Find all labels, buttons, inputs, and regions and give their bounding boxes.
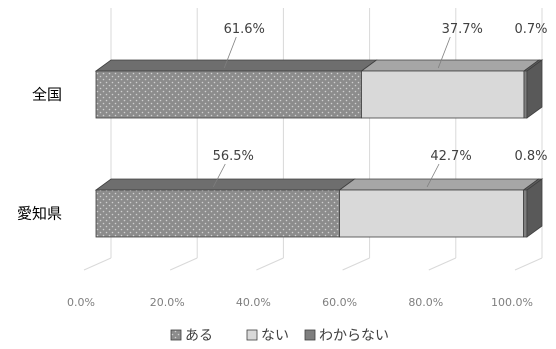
leader-line <box>212 163 226 188</box>
bar-top-2 <box>360 59 541 72</box>
legend-label: わからない <box>319 328 389 344</box>
bar-top-2 <box>338 178 540 191</box>
legend: ある ない わからない <box>170 328 389 344</box>
category-label: 全国 <box>32 86 62 104</box>
x-tick-label: 60.0% <box>322 296 357 309</box>
legend-label: ある <box>185 328 213 344</box>
x-tick-label: 40.0% <box>236 296 271 309</box>
x-tick-label: 20.0% <box>150 296 185 309</box>
data-label: 61.6% <box>224 22 265 37</box>
gridline-floor <box>169 257 198 271</box>
leader-line <box>437 36 451 69</box>
bars <box>94 59 544 238</box>
gridline-floor <box>428 257 457 271</box>
bar-segment-1 <box>95 189 340 238</box>
leader-line <box>223 36 237 69</box>
bar-segment-2 <box>339 189 524 238</box>
bar-segment-2 <box>361 70 525 119</box>
gridline-floor <box>256 257 284 271</box>
x-tick-label: 80.0% <box>408 296 443 309</box>
legend-label: ない <box>261 328 289 344</box>
data-label: 56.5% <box>213 149 254 164</box>
gridline-floor <box>342 257 370 271</box>
bar-side <box>526 178 543 238</box>
bar-segment-3 <box>523 70 528 119</box>
x-tick-label: 0.0% <box>67 296 95 309</box>
legend-swatch <box>170 329 182 341</box>
data-label: 42.7% <box>430 149 471 164</box>
data-labels: 61.6% 37.7% 0.7% 56.5% 42.7% 0.8% <box>212 22 548 188</box>
gridline-floor <box>514 257 543 271</box>
leader-line <box>426 163 440 188</box>
bar-side <box>526 59 543 119</box>
gridline-floor <box>83 257 112 271</box>
bar-segment-1 <box>95 70 362 119</box>
bar-segment-3 <box>523 189 528 238</box>
bar-top-1 <box>94 59 378 72</box>
x-tick-label: 100.0% <box>491 296 533 309</box>
legend-swatch <box>246 329 258 341</box>
data-label: 0.8% <box>514 149 547 164</box>
x-axis-ticks: 0.0% 20.0% 40.0% 60.0% 80.0% 100.0% <box>67 296 533 309</box>
legend-swatch <box>304 329 316 341</box>
data-label: 37.7% <box>442 22 483 37</box>
data-label: 0.7% <box>514 22 547 37</box>
category-label: 愛知県 <box>17 205 62 223</box>
bar-top-1 <box>94 178 356 191</box>
